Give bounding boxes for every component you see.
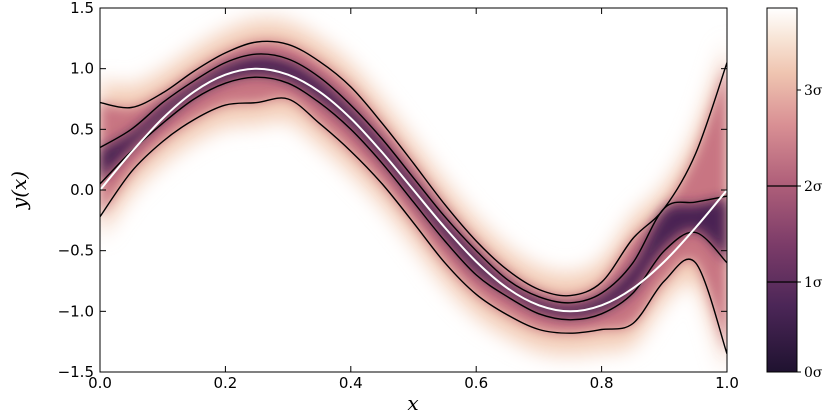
colorbar bbox=[766, 7, 798, 373]
y-tick-label: 0.0 bbox=[70, 181, 94, 199]
x-ticks: 0.0 0.2 0.4 0.6 0.8 1.0 bbox=[88, 8, 739, 392]
contour-lower-1sigma bbox=[100, 76, 727, 321]
x-tick-label: 0.4 bbox=[339, 374, 363, 392]
x-tick-label: 0.0 bbox=[88, 374, 112, 392]
colorbar-tick-label: 0σ bbox=[804, 365, 823, 381]
colorbar-ticks: 3σ 2σ 1σ 0σ bbox=[767, 83, 823, 381]
colorbar-tick-label: 3σ bbox=[804, 83, 823, 99]
density-1sigma-band bbox=[100, 56, 727, 318]
x-tick-label: 1.0 bbox=[715, 374, 739, 392]
y-ticks: 1.5 1.0 0.5 0.0 −0.5 −1.0 −1.5 bbox=[58, 0, 727, 381]
y-axis-label: y(x) bbox=[7, 171, 31, 210]
x-axis-label: x bbox=[407, 391, 418, 415]
colorbar-tick-label: 2σ bbox=[804, 179, 823, 195]
x-tick-label: 0.6 bbox=[464, 374, 488, 392]
x-tick-label: 0.8 bbox=[590, 374, 614, 392]
y-tick-label: −1.0 bbox=[58, 302, 94, 320]
x-tick-label: 0.2 bbox=[213, 374, 237, 392]
y-tick-label: −0.5 bbox=[58, 242, 94, 260]
true-function-line bbox=[100, 67, 727, 313]
y-tick-label: −1.5 bbox=[58, 363, 94, 381]
contour-lower-2sigma bbox=[100, 97, 727, 355]
contour-upper-2sigma bbox=[100, 40, 727, 297]
y-tick-label: 1.5 bbox=[70, 0, 94, 17]
y-tick-label: 0.5 bbox=[70, 120, 94, 138]
y-tick-label: 1.0 bbox=[70, 60, 94, 78]
contour-upper-1sigma bbox=[100, 53, 727, 304]
contours bbox=[100, 40, 727, 355]
colorbar-tick-label: 1σ bbox=[804, 275, 823, 291]
